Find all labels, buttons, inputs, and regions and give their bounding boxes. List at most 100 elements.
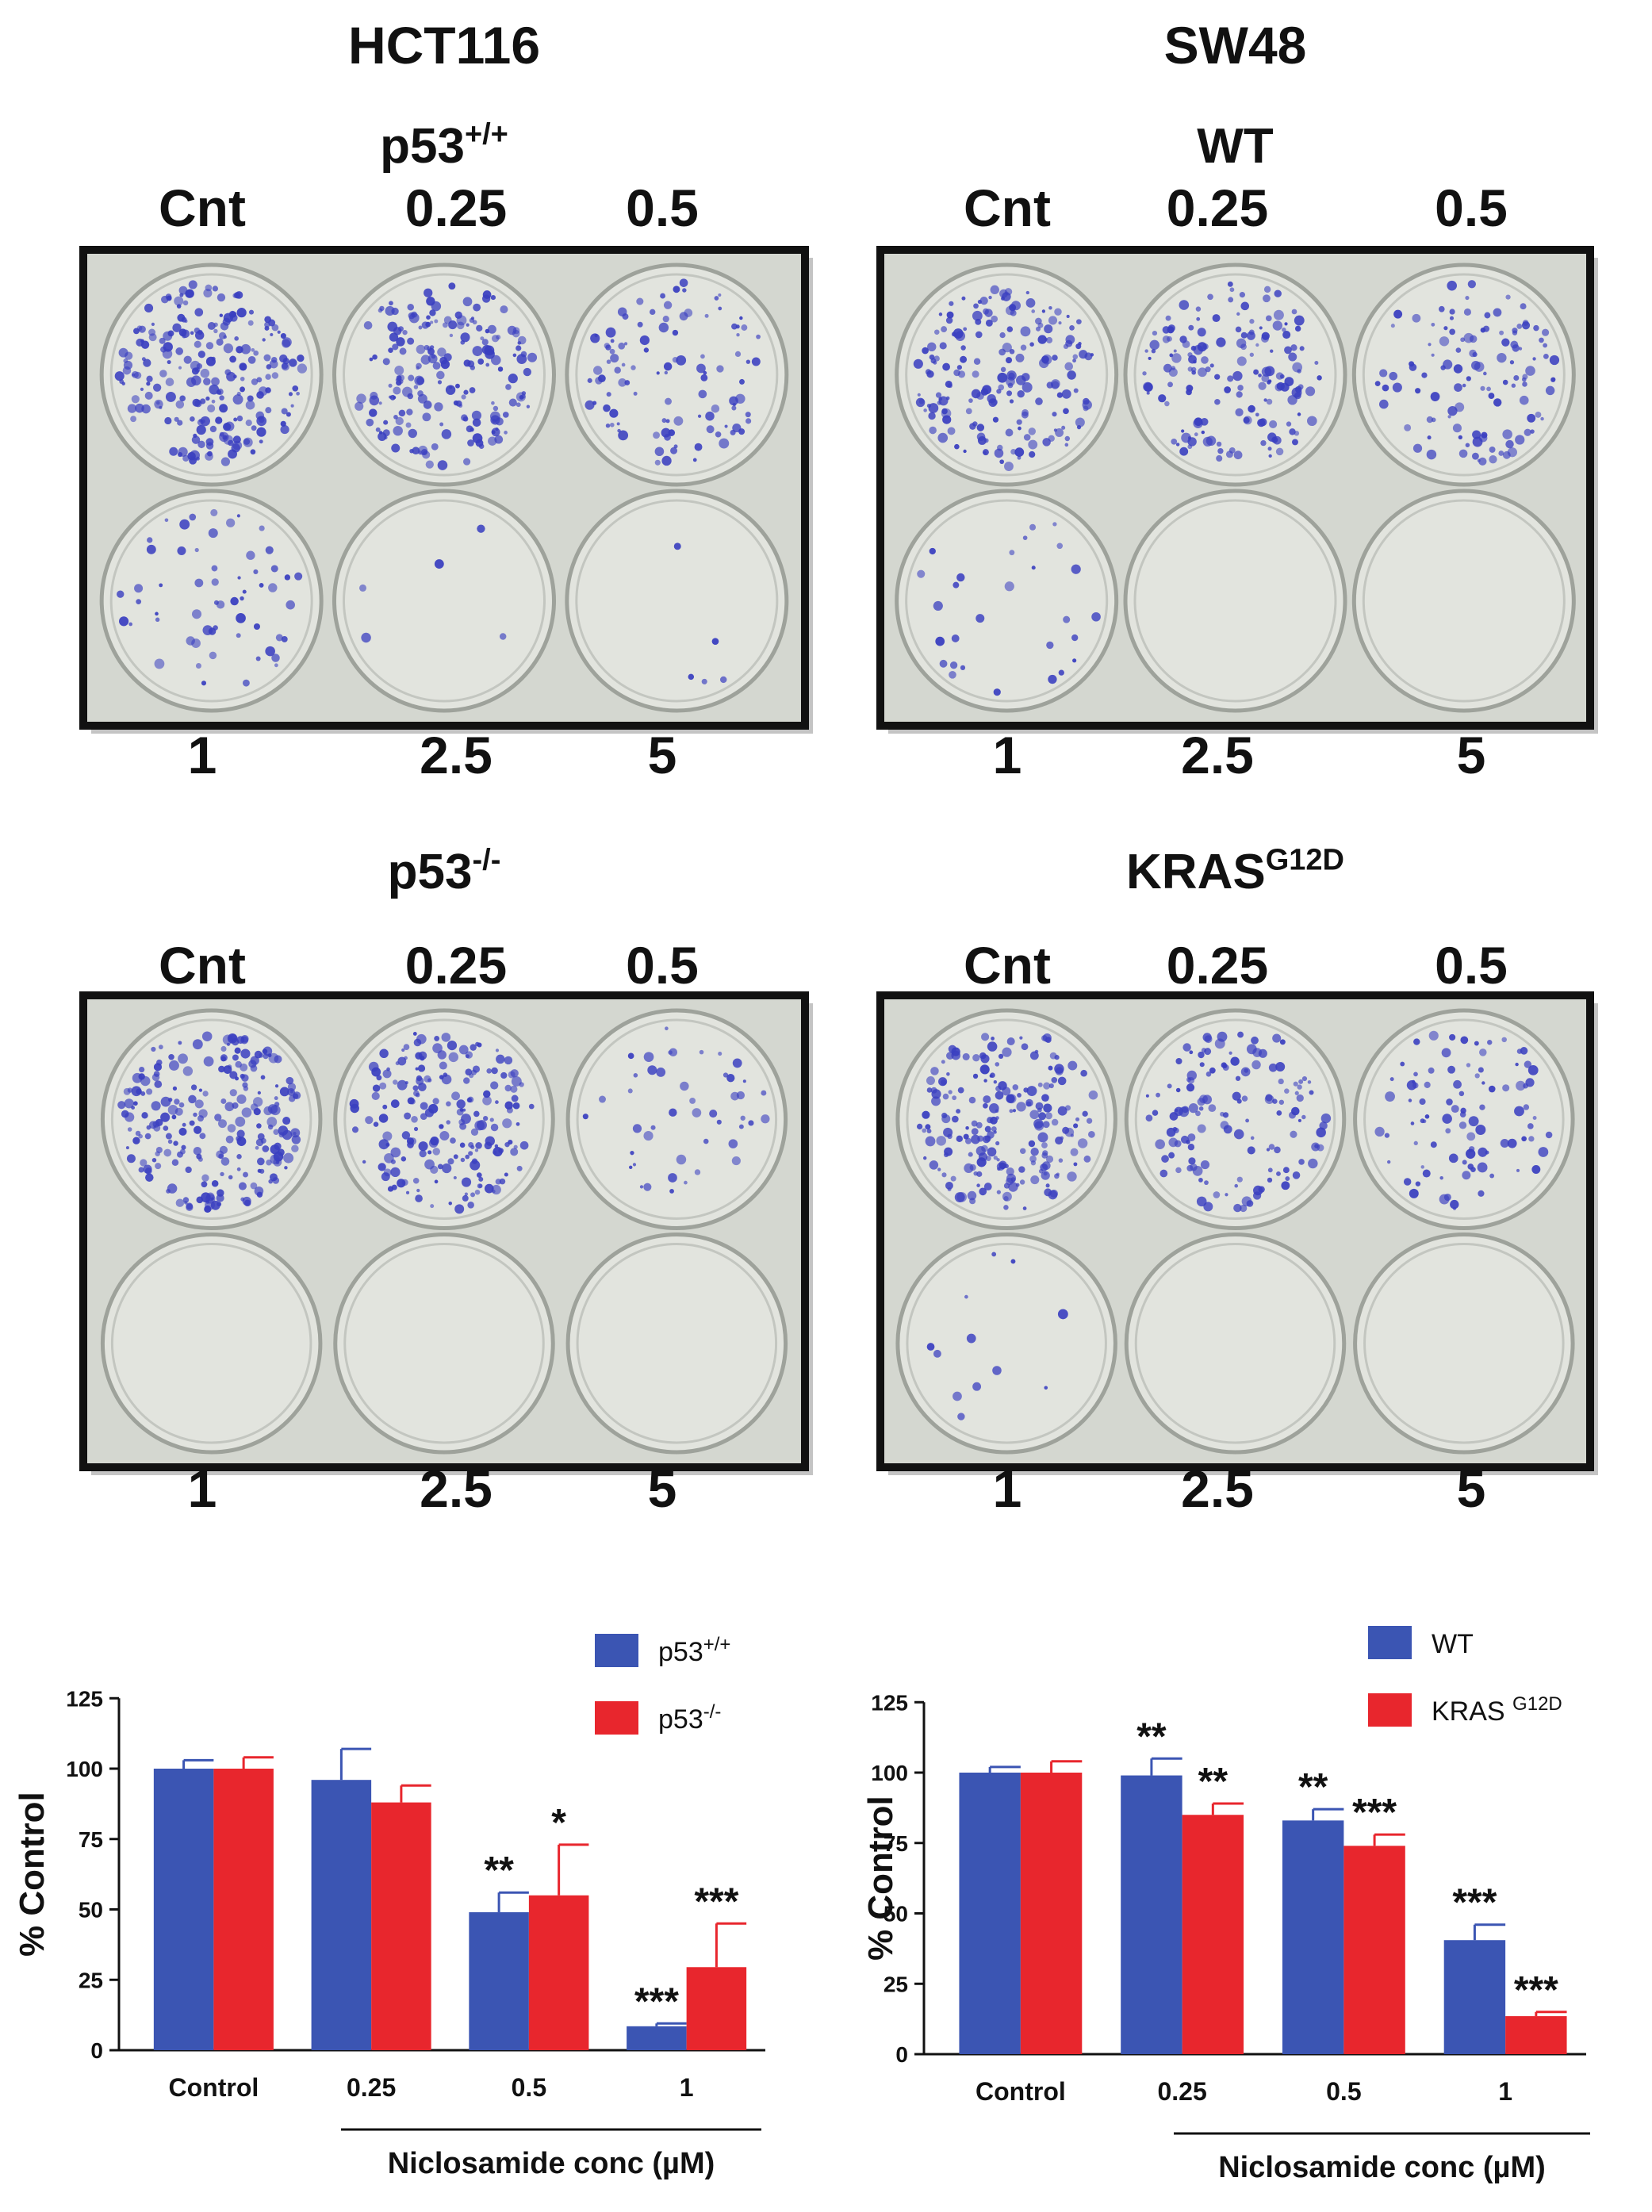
colony xyxy=(929,1160,939,1170)
colony xyxy=(1298,1079,1304,1084)
colony xyxy=(669,1108,677,1117)
colony xyxy=(1307,1080,1312,1084)
colony xyxy=(236,308,247,318)
colony xyxy=(228,439,234,447)
colony xyxy=(118,347,128,358)
well xyxy=(565,1008,788,1230)
colony xyxy=(165,1133,172,1140)
colony xyxy=(158,1045,163,1050)
colony xyxy=(483,1115,489,1121)
colony xyxy=(913,358,923,369)
colony xyxy=(1267,1167,1273,1173)
colony xyxy=(242,589,247,594)
colony xyxy=(226,518,236,527)
colony xyxy=(256,427,266,437)
colony xyxy=(916,1123,923,1130)
colony xyxy=(167,360,171,365)
colony xyxy=(718,1051,723,1056)
colony xyxy=(1410,1121,1415,1125)
colony xyxy=(1500,1139,1509,1148)
plate-bottom-label: 2.5 xyxy=(420,1459,493,1518)
colony xyxy=(976,1183,980,1187)
colony xyxy=(1297,369,1301,374)
y-tick-label: 100 xyxy=(871,1761,908,1785)
colony xyxy=(491,355,501,366)
well xyxy=(1123,489,1347,713)
colony xyxy=(125,1112,135,1122)
colony xyxy=(255,1138,264,1147)
well xyxy=(100,1008,323,1230)
colony xyxy=(1511,383,1516,388)
colony xyxy=(494,1144,499,1148)
colony xyxy=(178,1127,187,1136)
colony xyxy=(1005,428,1014,437)
colony xyxy=(1042,438,1051,447)
colony xyxy=(251,378,259,385)
colony xyxy=(1179,1106,1190,1118)
well xyxy=(1351,489,1576,713)
colony xyxy=(1046,641,1054,650)
colony xyxy=(740,1115,746,1121)
colony xyxy=(1288,352,1297,362)
colony xyxy=(480,336,485,341)
colony xyxy=(995,1062,1000,1067)
colony xyxy=(404,1081,408,1085)
colony xyxy=(1289,428,1296,435)
colony xyxy=(1485,1150,1489,1155)
colony xyxy=(1441,1048,1451,1058)
plate-bottom-label: 5 xyxy=(1457,726,1486,784)
colony xyxy=(688,673,695,680)
plate-bottom-label: 1 xyxy=(993,726,1022,784)
colony xyxy=(956,1135,963,1143)
colony xyxy=(1258,381,1267,390)
colony xyxy=(194,366,201,373)
colony xyxy=(1520,1047,1528,1055)
colony xyxy=(437,380,443,385)
colony xyxy=(746,359,751,364)
colony xyxy=(434,1036,440,1041)
colony xyxy=(409,1098,416,1105)
legend-swatch xyxy=(1368,1693,1412,1727)
colony xyxy=(147,537,153,543)
colony xyxy=(196,1196,204,1204)
colony xyxy=(1263,398,1267,402)
colony xyxy=(711,638,719,645)
colony xyxy=(234,336,239,341)
colony xyxy=(258,386,268,396)
colony xyxy=(1225,450,1233,458)
colony xyxy=(1237,385,1244,391)
colony xyxy=(933,600,943,611)
colony xyxy=(951,332,956,337)
bar xyxy=(1121,1775,1182,2054)
colony xyxy=(1048,1190,1058,1200)
colony xyxy=(1449,309,1455,315)
colony xyxy=(227,1124,236,1133)
colony xyxy=(654,459,661,466)
colony xyxy=(516,1165,523,1171)
y-tick-label: 125 xyxy=(66,1686,103,1711)
colony xyxy=(1392,382,1402,393)
colony xyxy=(1301,1075,1308,1082)
colony xyxy=(242,1082,248,1088)
colony xyxy=(1233,1203,1242,1213)
colony xyxy=(145,1173,154,1182)
colony xyxy=(1502,429,1512,439)
colony xyxy=(996,1190,1002,1194)
legend-swatch xyxy=(595,1701,638,1735)
colony xyxy=(633,391,638,396)
colony xyxy=(453,400,459,406)
colony xyxy=(1486,386,1491,392)
colony xyxy=(1455,402,1465,412)
colony xyxy=(995,1085,1002,1092)
colony xyxy=(1058,669,1064,676)
colony xyxy=(256,377,263,383)
plate-sublabel-sup: G12D xyxy=(1266,843,1344,876)
colony xyxy=(253,623,260,631)
colony xyxy=(1280,382,1290,392)
colony xyxy=(1284,322,1288,326)
colony xyxy=(182,454,190,462)
colony xyxy=(423,401,432,409)
colony xyxy=(159,405,163,409)
colony xyxy=(962,1052,970,1061)
colony xyxy=(512,1102,520,1110)
